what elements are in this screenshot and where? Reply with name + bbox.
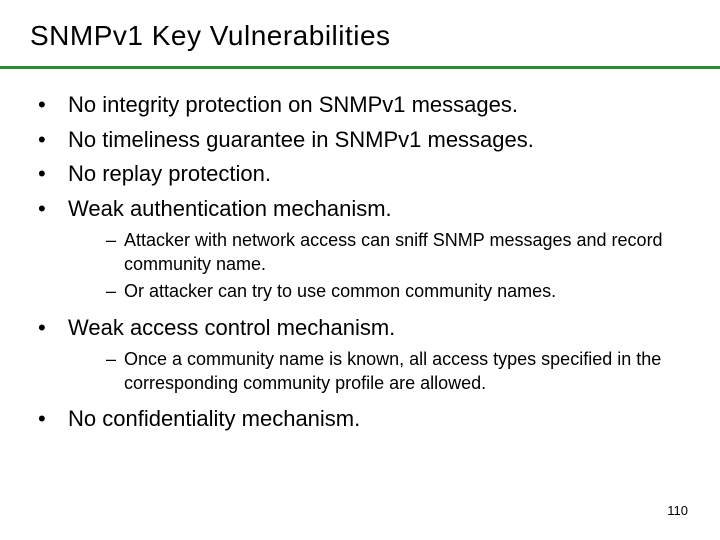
- bullet-text: Weak access control mechanism.: [68, 314, 395, 343]
- bullet-text: Weak authentication mechanism.: [68, 195, 392, 224]
- bullet-text: No replay protection.: [68, 160, 271, 189]
- sub-bullet-list: – Attacker with network access can sniff…: [38, 229, 690, 303]
- list-item: • Weak access control mechanism.: [38, 314, 690, 343]
- bullet-text: No confidentiality mechanism.: [68, 405, 360, 434]
- dash-marker: –: [106, 229, 124, 252]
- bullet-marker: •: [38, 195, 68, 224]
- bullet-marker: •: [38, 126, 68, 155]
- sub-bullet-text: Attacker with network access can sniff S…: [124, 229, 690, 276]
- list-item: • No confidentiality mechanism.: [38, 405, 690, 434]
- list-item: • No replay protection.: [38, 160, 690, 189]
- sub-list-item: – Or attacker can try to use common comm…: [106, 280, 690, 303]
- bullet-marker: •: [38, 405, 68, 434]
- slide-title: SNMPv1 Key Vulnerabilities: [0, 20, 720, 66]
- main-bullet-list: • No integrity protection on SNMPv1 mess…: [38, 91, 690, 434]
- dash-marker: –: [106, 348, 124, 371]
- title-divider: [0, 66, 720, 69]
- slide-content: • No integrity protection on SNMPv1 mess…: [0, 91, 720, 434]
- page-number: 110: [667, 503, 688, 518]
- sub-list-item: – Once a community name is known, all ac…: [106, 348, 690, 395]
- sub-bullet-text: Once a community name is known, all acce…: [124, 348, 690, 395]
- list-item: • No timeliness guarantee in SNMPv1 mess…: [38, 126, 690, 155]
- bullet-text: No timeliness guarantee in SNMPv1 messag…: [68, 126, 534, 155]
- dash-marker: –: [106, 280, 124, 303]
- slide-container: SNMPv1 Key Vulnerabilities • No integrit…: [0, 0, 720, 540]
- bullet-marker: •: [38, 91, 68, 120]
- bullet-marker: •: [38, 314, 68, 343]
- list-item: • Weak authentication mechanism.: [38, 195, 690, 224]
- sub-list-item: – Attacker with network access can sniff…: [106, 229, 690, 276]
- list-item: • No integrity protection on SNMPv1 mess…: [38, 91, 690, 120]
- bullet-text: No integrity protection on SNMPv1 messag…: [68, 91, 518, 120]
- sub-bullet-text: Or attacker can try to use common commun…: [124, 280, 576, 303]
- bullet-marker: •: [38, 160, 68, 189]
- sub-bullet-list: – Once a community name is known, all ac…: [38, 348, 690, 395]
